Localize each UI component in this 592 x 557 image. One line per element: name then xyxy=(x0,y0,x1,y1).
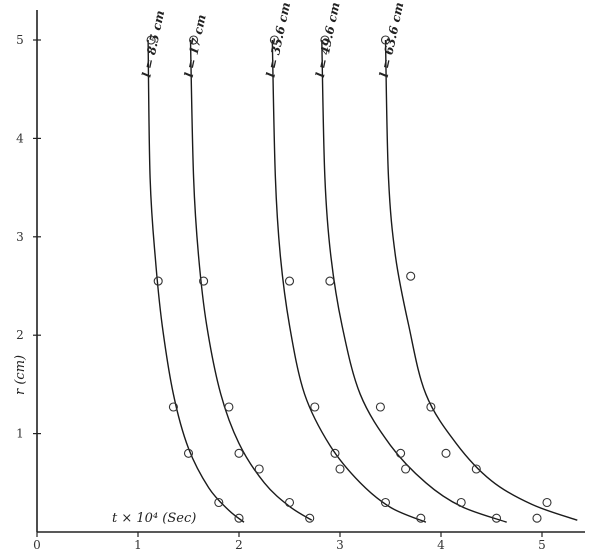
data-point xyxy=(183,448,194,458)
data-point xyxy=(234,448,244,458)
data-point xyxy=(380,35,391,45)
x-axis-label: t × 10⁴ (Sec) xyxy=(112,511,196,526)
data-point xyxy=(310,402,320,412)
y-tick-label: 4 xyxy=(16,131,24,145)
y-axis-label: r (cm) xyxy=(13,355,28,395)
ticks-group: 0 1 2 3 4 5 1 2 3 4 5 xyxy=(16,33,546,552)
data-point xyxy=(325,276,335,286)
x-tick-label: 1 xyxy=(134,538,142,552)
data-point xyxy=(320,35,330,45)
x-tick-label: 0 xyxy=(33,538,41,552)
x-tick-label: 2 xyxy=(235,538,243,552)
y-tick-label: 3 xyxy=(16,230,24,244)
series-curve xyxy=(147,39,245,523)
curve-labels-group: l = 8.5 cm l = 17 cm l = 35.6 cm l = 49.6 c… xyxy=(139,1,406,79)
data-point xyxy=(471,464,481,474)
x-tick-label: 4 xyxy=(437,538,445,552)
y-tick-label: 2 xyxy=(16,328,24,342)
data-point xyxy=(284,276,295,286)
data-point xyxy=(426,402,436,412)
data-point xyxy=(284,497,295,508)
data-point xyxy=(146,35,156,45)
curve-label: l = 49.6 cm xyxy=(313,1,343,79)
curves-group xyxy=(147,39,578,523)
data-point xyxy=(330,448,340,458)
x-tick-label: 3 xyxy=(336,538,344,552)
data-point xyxy=(542,497,552,508)
curve-label: l = 8.5 cm xyxy=(139,9,167,78)
data-point xyxy=(456,497,466,508)
series-curve xyxy=(189,39,313,521)
data-point xyxy=(532,513,542,523)
data-point xyxy=(189,35,199,45)
data-point xyxy=(269,35,279,45)
data-point xyxy=(441,448,451,458)
curve-label: l = 17 cm xyxy=(182,13,209,78)
data-point xyxy=(199,276,209,286)
series-curve xyxy=(271,39,427,523)
data-point xyxy=(375,402,385,412)
data-point xyxy=(406,271,416,281)
data-point xyxy=(224,402,234,412)
data-point xyxy=(396,448,406,458)
data-point xyxy=(380,497,391,508)
data-point xyxy=(305,513,315,523)
x-tick-label: 5 xyxy=(538,538,546,552)
data-point xyxy=(168,402,178,412)
data-point xyxy=(214,497,224,508)
data-point xyxy=(335,464,345,474)
series-curve xyxy=(384,39,578,521)
series-curve xyxy=(321,39,507,523)
curve-label: l = 35.6 cm xyxy=(264,1,294,79)
y-tick-label: 5 xyxy=(16,33,24,47)
y-tick-label: 1 xyxy=(16,427,24,441)
points-group xyxy=(146,35,552,523)
data-point xyxy=(401,464,411,474)
data-point xyxy=(254,464,264,474)
data-point xyxy=(234,513,244,523)
data-point xyxy=(416,513,426,523)
data-point xyxy=(491,513,502,523)
data-point xyxy=(153,276,163,286)
